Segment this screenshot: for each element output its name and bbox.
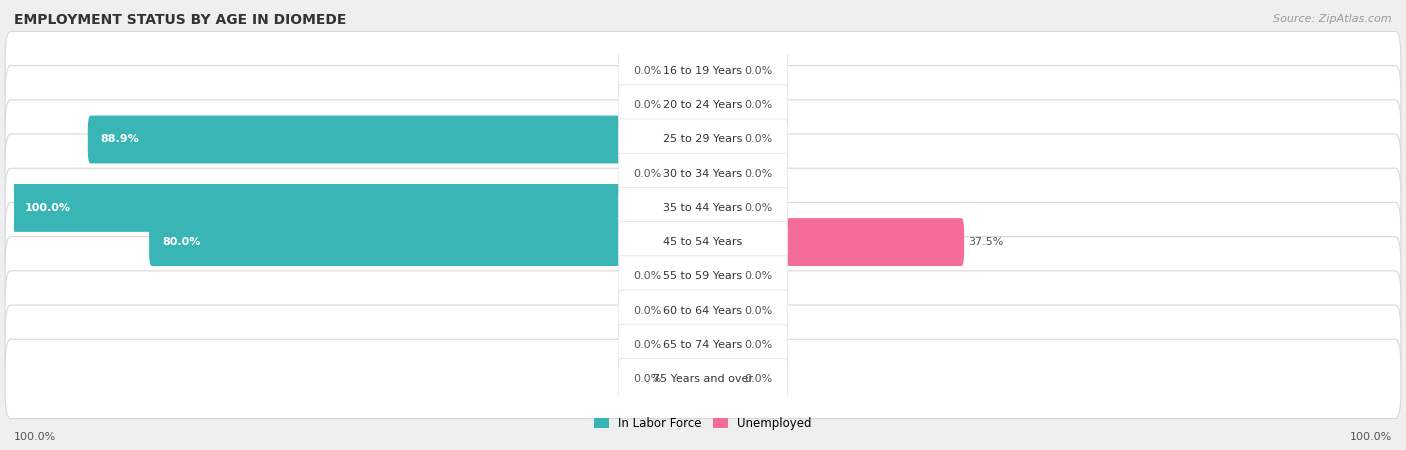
FancyBboxPatch shape [700,252,740,300]
Text: 88.9%: 88.9% [101,135,139,144]
FancyBboxPatch shape [666,150,706,198]
FancyBboxPatch shape [700,218,965,266]
FancyBboxPatch shape [619,187,787,229]
FancyBboxPatch shape [700,47,740,95]
FancyBboxPatch shape [619,221,787,263]
FancyBboxPatch shape [619,256,787,297]
Text: 25 to 29 Years: 25 to 29 Years [664,135,742,144]
Text: 30 to 34 Years: 30 to 34 Years [664,169,742,179]
FancyBboxPatch shape [6,100,1400,179]
Text: 100.0%: 100.0% [14,432,56,442]
Text: 0.0%: 0.0% [744,135,772,144]
Text: 65 to 74 Years: 65 to 74 Years [664,340,742,350]
Text: 0.0%: 0.0% [634,100,662,110]
FancyBboxPatch shape [700,150,740,198]
Text: 0.0%: 0.0% [634,169,662,179]
FancyBboxPatch shape [6,202,1400,282]
Text: 16 to 19 Years: 16 to 19 Years [664,66,742,76]
FancyBboxPatch shape [11,184,706,232]
Text: 100.0%: 100.0% [24,203,70,213]
FancyBboxPatch shape [700,321,740,369]
Text: Source: ZipAtlas.com: Source: ZipAtlas.com [1274,14,1392,23]
Text: 60 to 64 Years: 60 to 64 Years [664,306,742,315]
FancyBboxPatch shape [700,116,740,163]
FancyBboxPatch shape [6,32,1400,111]
Text: 0.0%: 0.0% [744,169,772,179]
Text: 0.0%: 0.0% [634,306,662,315]
FancyBboxPatch shape [666,355,706,403]
Text: 100.0%: 100.0% [1350,432,1392,442]
FancyBboxPatch shape [666,47,706,95]
FancyBboxPatch shape [619,119,787,160]
Text: 0.0%: 0.0% [744,306,772,315]
Text: 75 Years and over: 75 Years and over [652,374,754,384]
Text: 0.0%: 0.0% [744,203,772,213]
Text: EMPLOYMENT STATUS BY AGE IN DIOMEDE: EMPLOYMENT STATUS BY AGE IN DIOMEDE [14,14,346,27]
Text: 0.0%: 0.0% [744,374,772,384]
Text: 80.0%: 80.0% [162,237,201,247]
FancyBboxPatch shape [666,252,706,300]
FancyBboxPatch shape [700,355,740,403]
FancyBboxPatch shape [6,271,1400,350]
FancyBboxPatch shape [6,237,1400,316]
Text: 0.0%: 0.0% [634,374,662,384]
FancyBboxPatch shape [619,85,787,126]
Text: 0.0%: 0.0% [744,271,772,281]
FancyBboxPatch shape [666,287,706,334]
Text: 35 to 44 Years: 35 to 44 Years [664,203,742,213]
FancyBboxPatch shape [619,358,787,400]
FancyBboxPatch shape [6,305,1400,384]
FancyBboxPatch shape [87,116,706,163]
FancyBboxPatch shape [700,81,740,129]
FancyBboxPatch shape [666,321,706,369]
Text: 0.0%: 0.0% [634,271,662,281]
Text: 20 to 24 Years: 20 to 24 Years [664,100,742,110]
Text: 0.0%: 0.0% [744,340,772,350]
FancyBboxPatch shape [6,66,1400,145]
Text: 55 to 59 Years: 55 to 59 Years [664,271,742,281]
FancyBboxPatch shape [6,339,1400,418]
Text: 0.0%: 0.0% [634,66,662,76]
FancyBboxPatch shape [149,218,706,266]
FancyBboxPatch shape [6,168,1400,248]
FancyBboxPatch shape [619,290,787,331]
FancyBboxPatch shape [619,50,787,92]
Text: 45 to 54 Years: 45 to 54 Years [664,237,742,247]
Text: 0.0%: 0.0% [744,66,772,76]
Legend: In Labor Force, Unemployed: In Labor Force, Unemployed [589,412,817,435]
FancyBboxPatch shape [619,324,787,365]
FancyBboxPatch shape [666,81,706,129]
FancyBboxPatch shape [6,134,1400,213]
FancyBboxPatch shape [619,153,787,194]
Text: 0.0%: 0.0% [744,100,772,110]
FancyBboxPatch shape [700,184,740,232]
Text: 0.0%: 0.0% [634,340,662,350]
Text: 37.5%: 37.5% [969,237,1004,247]
FancyBboxPatch shape [700,287,740,334]
